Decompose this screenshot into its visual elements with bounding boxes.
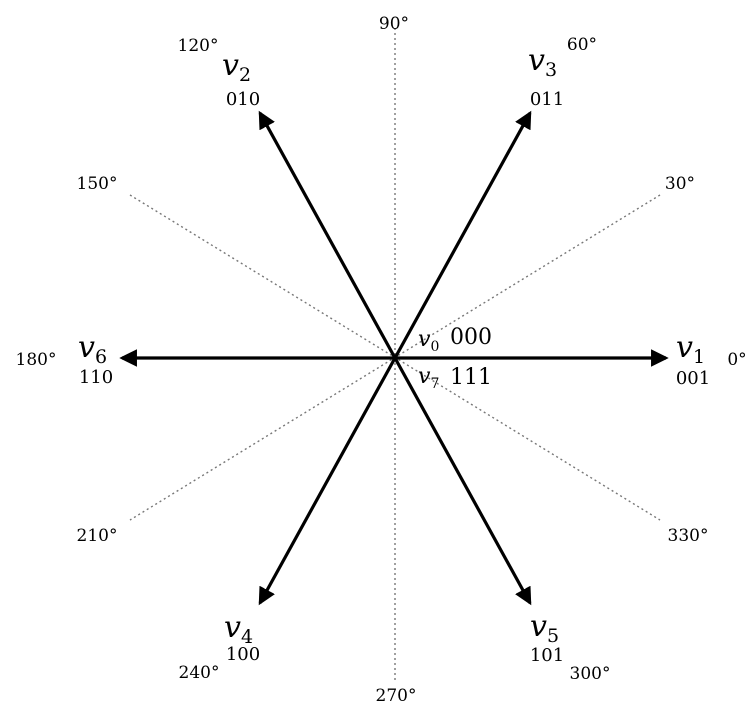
- angle-label-60: 60°: [567, 35, 597, 55]
- vector-label-v3: v3: [528, 43, 557, 81]
- zero-vector-code-000: 000: [450, 325, 492, 350]
- angle-label-240: 240°: [179, 663, 220, 683]
- vector-arrows: [119, 110, 669, 606]
- vector-symbol: v: [530, 609, 547, 644]
- vector-label-v5: v5: [530, 609, 559, 647]
- vector-code-v1: 001: [676, 368, 710, 389]
- zero-vector-labels: v0 000 v7 111: [418, 325, 492, 392]
- vector-arrow-v3: [393, 110, 532, 359]
- vector-code-v4: 100: [226, 644, 260, 665]
- vector-code-v5: 101: [530, 645, 564, 666]
- vector-subscript: 4: [241, 626, 253, 648]
- vector-labels: v1 001 v3 011 v2 010 v6 110 v4 100 v5 10…: [78, 43, 710, 666]
- vector-subscript: 1: [693, 346, 705, 368]
- zero-vector-label-v0: v0: [418, 327, 439, 355]
- zero-vector-label-v7: v7: [418, 364, 439, 392]
- vector-symbol: v: [78, 330, 95, 365]
- angle-label-300: 300°: [570, 664, 611, 684]
- vector-code-v2: 010: [226, 89, 260, 110]
- angle-label-270: 270°: [376, 686, 417, 706]
- origin-point: [392, 355, 398, 361]
- angle-label-120: 120°: [178, 36, 219, 56]
- vector-subscript: 5: [547, 625, 559, 647]
- vector-symbol: v: [418, 364, 431, 389]
- vector-code-v3: 011: [530, 89, 564, 110]
- angle-label-30: 30°: [665, 174, 695, 194]
- vector-subscript: 0: [430, 339, 439, 355]
- angle-label-330: 330°: [668, 526, 709, 546]
- vector-label-v4: v4: [224, 610, 253, 648]
- vector-symbol: v: [222, 48, 239, 83]
- vector-symbol: v: [528, 43, 545, 78]
- vector-symbol: v: [676, 330, 693, 365]
- vector-code-v6: 110: [79, 367, 113, 388]
- angle-label-90: 90°: [379, 14, 409, 34]
- vector-label-v1: v1: [676, 330, 705, 368]
- vector-arrow-v4: [258, 357, 397, 606]
- vector-symbol: v: [224, 610, 241, 645]
- vector-arrow-v2: [258, 110, 397, 359]
- angle-label-180: 180°: [16, 350, 57, 370]
- angle-label-150: 150°: [77, 174, 118, 194]
- vector-label-v2: v2: [222, 48, 251, 86]
- angle-label-210: 210°: [77, 526, 118, 546]
- vector-subscript: 6: [95, 346, 107, 368]
- vector-symbol: v: [418, 327, 431, 352]
- vector-subscript: 7: [430, 376, 439, 392]
- vector-subscript: 2: [239, 64, 251, 86]
- angle-label-0: 0°: [727, 350, 746, 370]
- vector-label-v6: v6: [78, 330, 107, 368]
- vector-arrow-v5: [393, 357, 532, 606]
- zero-vector-code-111: 111: [450, 365, 492, 390]
- angle-labels: 0° 30° 60° 90° 120° 150° 180° 210° 240° …: [16, 14, 747, 706]
- vector-subscript: 3: [545, 59, 557, 81]
